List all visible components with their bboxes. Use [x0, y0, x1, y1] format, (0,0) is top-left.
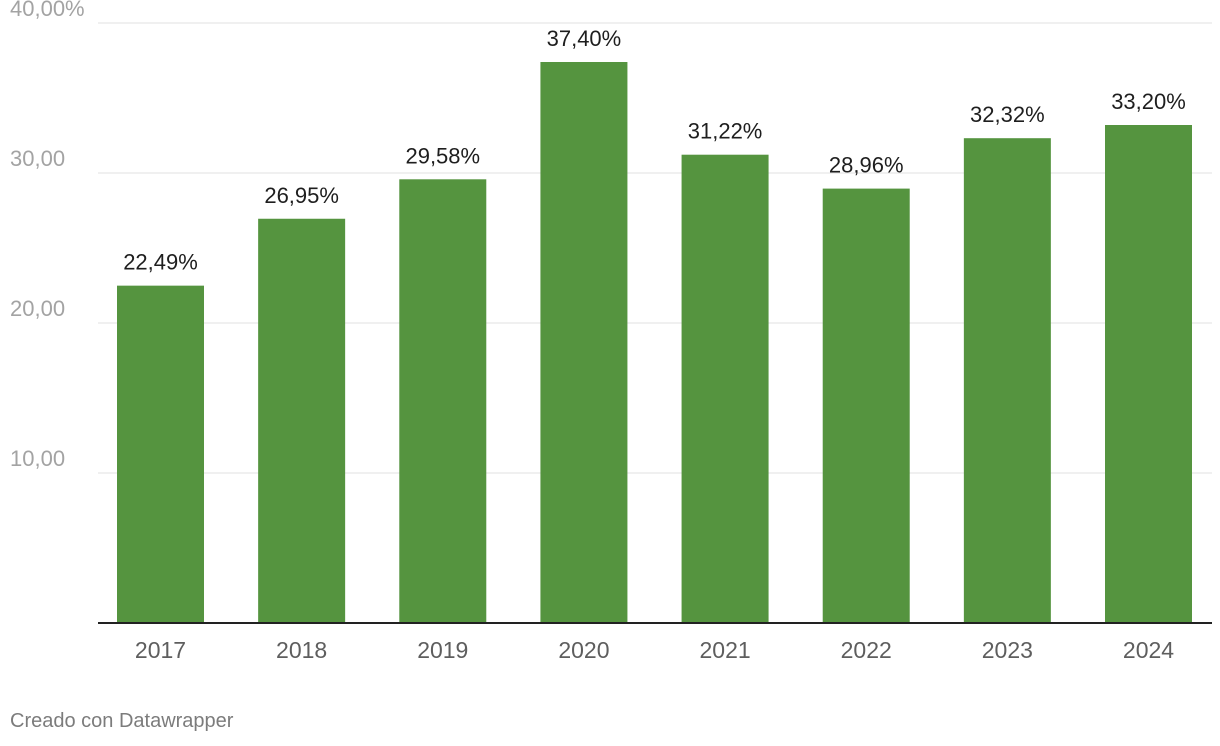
data-label-2018: 26,95%	[264, 183, 339, 208]
x-tick-label: 2019	[417, 637, 468, 663]
x-tick-label: 2020	[558, 637, 609, 663]
bar-2020	[540, 62, 628, 623]
y-tick-label: 20,00	[10, 296, 65, 321]
y-tick-label: 40,00%	[10, 0, 85, 21]
data-label-2020: 37,40%	[547, 26, 622, 51]
gridlines: 10,00 20,00 30,00 40,00%	[10, 0, 1212, 474]
bar-2024	[1105, 125, 1192, 623]
data-label-2021: 31,22%	[688, 119, 763, 144]
x-tick-label: 2022	[841, 637, 892, 663]
data-label-2019: 29,58%	[405, 143, 480, 168]
y-tick-label: 10,00	[10, 446, 65, 471]
bar-2018	[258, 218, 346, 623]
data-label-2023: 32,32%	[970, 102, 1045, 127]
bar-2021	[681, 154, 769, 623]
bar-2022	[822, 188, 910, 623]
data-label-2022: 28,96%	[829, 153, 904, 178]
x-tick-label: 2024	[1123, 637, 1174, 663]
x-axis-ticks: 2017 2018 2019 2020 2021 2022 2023 2024	[135, 637, 1174, 663]
bar-2017	[117, 285, 204, 623]
x-tick-label: 2018	[276, 637, 327, 663]
x-tick-label: 2017	[135, 637, 186, 663]
bars	[117, 62, 1192, 624]
data-label-2017: 22,49%	[123, 250, 198, 275]
x-tick-label: 2021	[699, 637, 750, 663]
data-labels: 22,49% 26,95% 29,58% 37,40% 31,22% 28,96% 32,3…	[123, 26, 1186, 275]
data-label-2024: 33,20%	[1111, 89, 1186, 114]
bar-2023	[963, 138, 1051, 623]
bar-2019	[399, 179, 487, 624]
bar-chart: 10,00 20,00 30,00 40,00% 22,49% 26,95% 29,58%…	[10, 0, 1212, 663]
credit-text: Creado con Datawrapper	[10, 710, 234, 732]
x-tick-label: 2023	[982, 637, 1033, 663]
y-tick-label: 30,00	[10, 146, 65, 171]
